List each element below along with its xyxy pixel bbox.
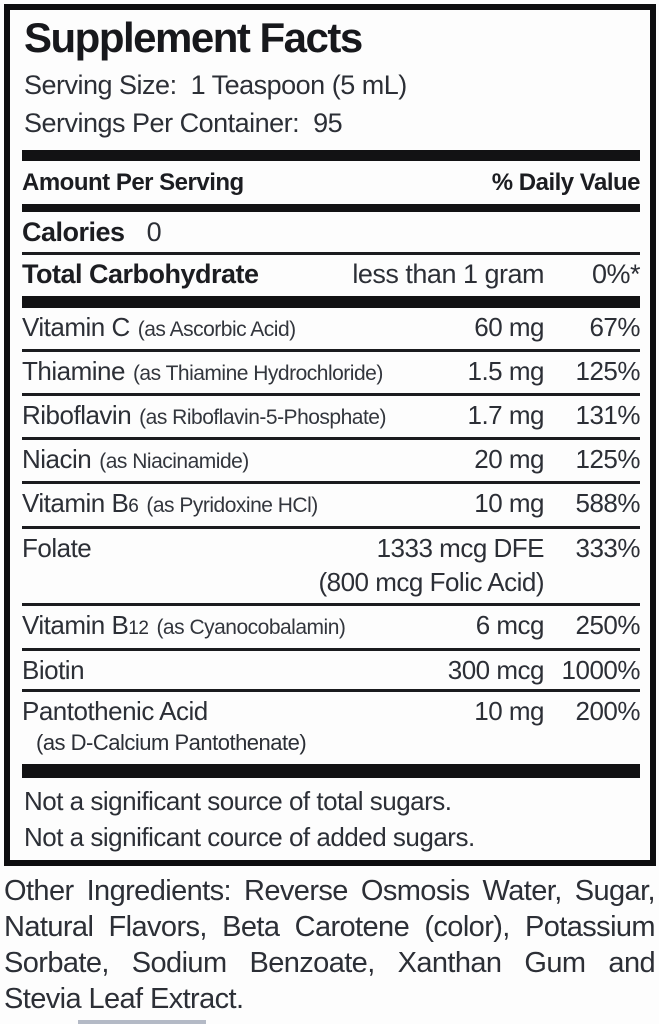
calories-row: Calories 0 bbox=[22, 217, 640, 248]
nutrient-name: Vitamin C bbox=[22, 313, 130, 342]
nutrient-form: (as Pyridoxine HCl) bbox=[146, 494, 318, 517]
nutrient-amount: 10 mg bbox=[474, 488, 544, 518]
footnote-total-sugars: Not a significant source of total sugars… bbox=[24, 786, 452, 816]
nutrient-name-sub: 12 bbox=[128, 618, 149, 639]
other-ingredients-text: Other Ingredients: Reverse Osmosis Water… bbox=[4, 875, 656, 1015]
nutrient-name: Vitamin B bbox=[22, 611, 129, 640]
nutrient-amount: 6 mcg bbox=[475, 610, 545, 640]
folate-folic-acid-note: (800 mcg Folic Acid) bbox=[318, 567, 544, 597]
carbohydrate-amount: less than 1 gram bbox=[352, 259, 544, 289]
row-divider bbox=[22, 393, 640, 396]
nutrient-dv: 588% bbox=[575, 488, 641, 518]
nutrient-amount: 10 mg bbox=[474, 696, 544, 726]
daily-value-header: % Daily Value bbox=[491, 169, 641, 196]
nutrient-name: Thiamine bbox=[22, 357, 125, 386]
pantothenic-form-note: (as D-Calcium Pantothenate) bbox=[36, 730, 307, 755]
row-divider bbox=[22, 689, 640, 692]
nutrient-dv: 1000% bbox=[561, 655, 641, 685]
nutrient-amount: 1.7 mg bbox=[467, 400, 545, 430]
carbohydrate-dv: 0%* bbox=[591, 259, 641, 289]
row-divider bbox=[22, 603, 640, 606]
nutrient-row-thiamine: Thiamine (as Thiamine Hydrochloride) 1.5 … bbox=[22, 352, 641, 393]
nutrient-amount: 20 mg bbox=[474, 444, 544, 474]
medium-divider bbox=[22, 296, 640, 308]
nutrient-row-riboflavin: Riboflavin (as Riboflavin-5-Phosphate) 1.… bbox=[22, 396, 641, 437]
nutrient-name: Pantothenic Acid bbox=[22, 697, 208, 725]
nutrient-name: Biotin bbox=[22, 656, 85, 684]
nutrient-row-folate: Folate 1333 mcg DFE 333% bbox=[22, 529, 641, 567]
calories-value: 0 bbox=[146, 217, 162, 247]
nutrient-form: (as Thiamine Hydrochloride) bbox=[132, 362, 383, 385]
nutrient-dv: 250% bbox=[575, 610, 641, 640]
servings-per-container-line: Servings Per Container: 95 bbox=[24, 108, 343, 138]
nutrient-name: Niacin bbox=[22, 445, 92, 474]
thin-divider bbox=[22, 252, 640, 255]
nutrient-form: (as Niacinamide) bbox=[99, 450, 249, 473]
supplement-facts-panel: Supplement Facts Serving Size: 1 Teaspoo… bbox=[4, 4, 656, 866]
row-divider bbox=[22, 526, 640, 529]
thick-divider bbox=[22, 150, 640, 161]
carbohydrate-row: Total Carbohydrate less than 1 gram 0%* bbox=[22, 259, 641, 290]
footnote-added-sugars: Not a significant cource of added sugars… bbox=[24, 822, 475, 852]
nutrient-form: (as Ascorbic Acid) bbox=[137, 318, 296, 341]
row-divider bbox=[22, 437, 640, 440]
medium-divider bbox=[22, 204, 640, 212]
serving-size-line: Serving Size: 1 Teaspoon (5 mL) bbox=[24, 70, 407, 100]
amount-per-serving-header: Amount Per Serving bbox=[22, 169, 244, 196]
nutrient-amount: 1333 mcg DFE bbox=[376, 533, 545, 563]
nutrient-row-niacin: Niacin (as Niacinamide) 20 mg 125% bbox=[22, 440, 641, 481]
panel-title: Supplement Facts bbox=[24, 14, 363, 61]
nutrient-name: Folate bbox=[22, 534, 92, 562]
nutrient-amount: 300 mcg bbox=[447, 655, 545, 685]
nutrient-form: (as Riboflavin-5-Phosphate) bbox=[139, 406, 386, 429]
nutrient-dv: 125% bbox=[575, 356, 641, 386]
nutrient-amount: 1.5 mg bbox=[467, 356, 545, 386]
cropped-bar-fragment bbox=[78, 1020, 206, 1024]
nutrient-dv: 125% bbox=[575, 444, 641, 474]
calories-label: Calories bbox=[22, 217, 125, 247]
thick-divider bbox=[22, 764, 640, 778]
nutrient-row-pantothenic-acid: Pantothenic Acid 10 mg 200% bbox=[22, 692, 641, 730]
nutrient-dv: 67% bbox=[589, 312, 640, 342]
nutrient-name-sub: 6 bbox=[128, 496, 139, 517]
nutrient-form: (as Cyanocobalamin) bbox=[156, 616, 346, 639]
row-divider bbox=[22, 349, 640, 352]
nutrient-dv: 333% bbox=[575, 533, 641, 563]
nutrient-amount: 60 mg bbox=[474, 312, 544, 342]
nutrient-row-vitamin-b12: Vitamin B12 (as Cyanocobalamin) 6 mcg 250… bbox=[22, 606, 641, 648]
row-divider bbox=[22, 648, 640, 651]
carbohydrate-label: Total Carbohydrate bbox=[22, 259, 259, 289]
row-divider bbox=[22, 481, 640, 484]
nutrient-row-vitamin-b6: Vitamin B6 (as Pyridoxine HCl) 10 mg 588% bbox=[22, 484, 641, 526]
nutrient-dv: 200% bbox=[575, 696, 641, 726]
nutrient-row-vitamin-c: Vitamin C (as Ascorbic Acid) 60 mg 67% bbox=[22, 308, 641, 349]
nutrient-name: Vitamin B bbox=[22, 489, 129, 518]
nutrient-dv: 131% bbox=[575, 400, 641, 430]
nutrient-name: Riboflavin bbox=[22, 401, 132, 430]
table-header-row: Amount Per Serving % Daily Value bbox=[22, 169, 641, 197]
nutrient-row-biotin: Biotin 300 mcg 1000% bbox=[22, 651, 641, 689]
